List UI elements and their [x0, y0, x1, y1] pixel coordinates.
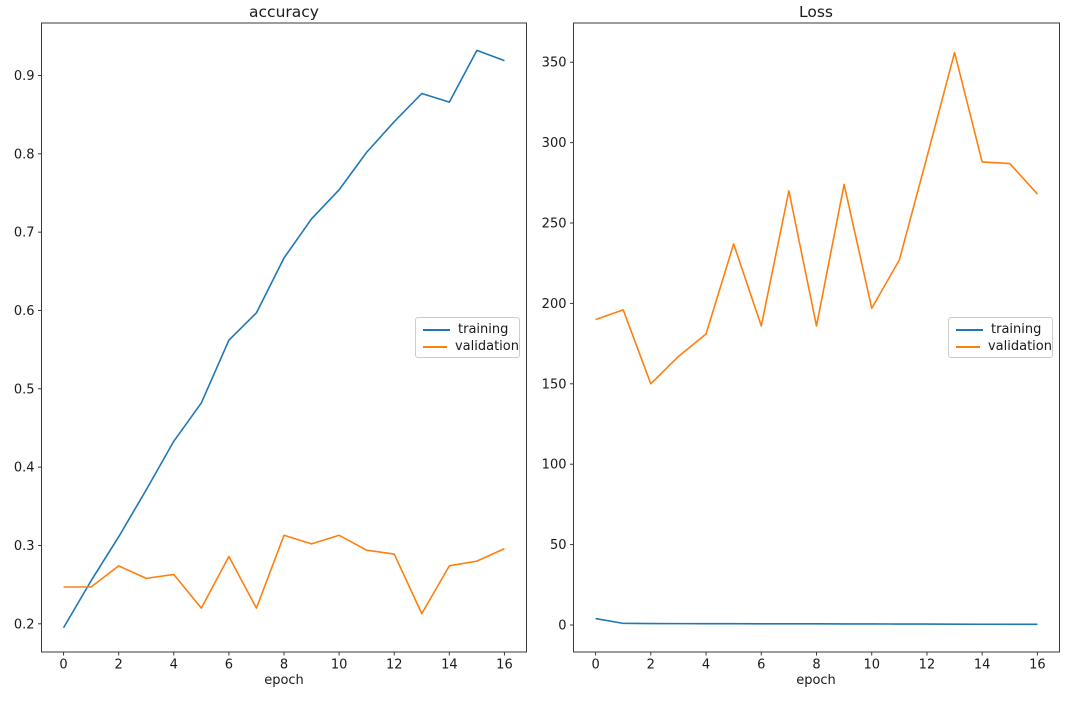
axes-frame	[41, 22, 527, 653]
training-line	[595, 617, 1038, 626]
loss-xaxis-label: epoch	[796, 673, 836, 688]
y-tick-label: 250	[542, 217, 567, 232]
x-tick-label: 6	[225, 658, 233, 673]
legend-entry-validation: validation	[949, 338, 1052, 355]
legend-entry-validation: validation	[416, 338, 519, 355]
accuracy-xaxis-label: epoch	[264, 673, 304, 688]
plot-accuracy: 0 2 4 6 8 10 12 14 16 0.2 0.3 0.4 0.5 0.6 0.7 0.8 0.9	[14, 22, 527, 673]
x-tick-label: 16	[496, 658, 513, 673]
y-tick-label: 0.4	[14, 461, 35, 476]
loss-plot-title: Loss	[799, 3, 833, 21]
loss-legend: training validation	[948, 317, 1053, 358]
y-tick-label: 0.6	[14, 304, 35, 319]
x-tick-label: 14	[974, 658, 991, 673]
x-tick-label: 10	[863, 658, 880, 673]
legend-label-training: training	[458, 322, 509, 337]
x-tick-label: 4	[702, 658, 710, 673]
y-tick-label: 300	[542, 136, 567, 151]
y-tick-label: 0.9	[14, 69, 35, 84]
training-line	[62, 49, 505, 629]
validation-line	[595, 51, 1039, 385]
legend-entry-training: training	[416, 321, 519, 338]
x-tick-label: 0	[591, 658, 599, 673]
x-tick-label: 4	[170, 658, 178, 673]
x-tick-label: 2	[115, 658, 123, 673]
x-tick-label: 6	[757, 658, 765, 673]
validation-line-swatch	[423, 345, 447, 348]
x-tick-label: 8	[812, 658, 820, 673]
x-tick-label: 0	[59, 658, 67, 673]
training-line-swatch	[423, 328, 450, 331]
legend-entry-training: training	[949, 321, 1052, 338]
x-tick-label: 14	[441, 658, 458, 673]
x-tick-label: 2	[647, 658, 655, 673]
legend-label-validation: validation	[454, 339, 519, 354]
x-tick-label: 8	[280, 658, 288, 673]
x-tick-label: 12	[919, 658, 936, 673]
y-tick-label: 0.5	[14, 382, 35, 397]
accuracy-legend: training validation	[415, 317, 520, 358]
y-tick-label: 50	[550, 538, 567, 553]
validation-line	[63, 534, 505, 615]
y-tick-label: 100	[542, 458, 567, 473]
x-tick-label: 12	[386, 658, 403, 673]
y-tick-label: 0	[558, 618, 566, 633]
validation-line-swatch	[956, 345, 980, 348]
accuracy-plot-title: accuracy	[249, 3, 319, 21]
y-tick-label: 200	[542, 297, 567, 312]
y-tick-label: 0.7	[14, 226, 35, 241]
legend-label-training: training	[991, 322, 1042, 337]
y-tick-label: 150	[542, 377, 567, 392]
y-tick-label: 0.3	[14, 539, 35, 554]
axes-frame	[573, 22, 1060, 653]
y-tick-label: 350	[542, 56, 567, 71]
y-tick-label: 0.8	[14, 147, 35, 162]
x-tick-label: 16	[1029, 658, 1046, 673]
training-line-swatch	[956, 328, 983, 331]
legend-label-validation: validation	[987, 339, 1052, 354]
y-tick-label: 0.2	[14, 617, 35, 632]
plot-loss: 0 2 4 6 8 10 12 14 16 0 50 100 150 200 250 300 350	[542, 22, 1060, 673]
x-tick-label: 10	[331, 658, 348, 673]
